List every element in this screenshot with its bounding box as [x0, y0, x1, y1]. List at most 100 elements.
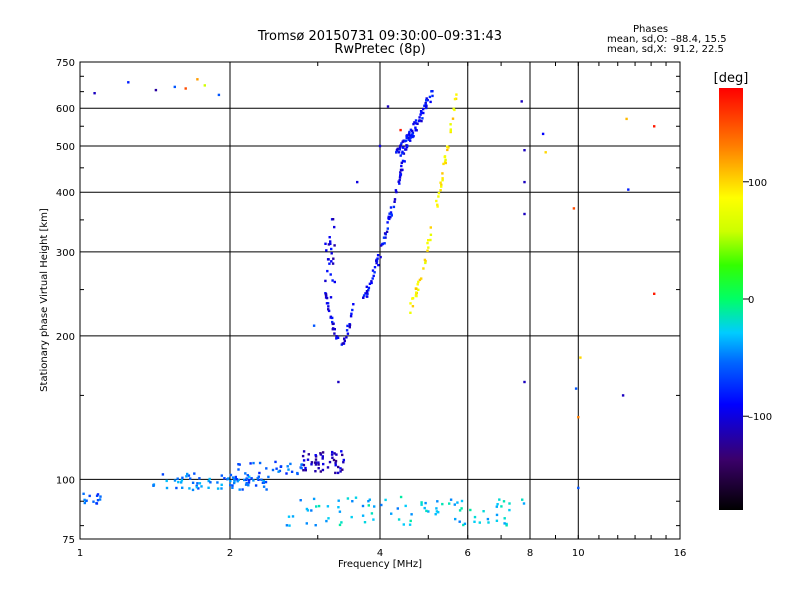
data-point [233, 478, 236, 481]
data-point [197, 487, 200, 490]
data-point [96, 493, 100, 496]
data-point [220, 474, 223, 477]
data-point [331, 262, 335, 265]
data-point [503, 522, 506, 525]
data-point [397, 180, 400, 183]
data-point [96, 499, 100, 502]
data-point [412, 122, 415, 126]
data-point [191, 488, 195, 492]
data-point [299, 499, 302, 502]
data-point [453, 97, 457, 101]
data-point [324, 242, 327, 245]
data-point [394, 189, 398, 192]
grid-lines [80, 62, 680, 539]
data-point [544, 151, 547, 154]
data-point [367, 500, 370, 503]
data-point [523, 180, 526, 184]
data-point [409, 136, 412, 139]
data-point [404, 148, 407, 151]
data-point [425, 509, 428, 513]
data-point [458, 509, 462, 512]
chart-title-line1: Tromsø 20150731 09:30:00–09:31:43 [257, 29, 503, 44]
data-point [173, 479, 177, 482]
data-point [429, 233, 433, 236]
data-point [260, 478, 263, 481]
data-point [401, 152, 404, 155]
data-point [436, 205, 439, 208]
data-point [83, 498, 86, 502]
data-point [325, 296, 329, 300]
data-point [334, 461, 337, 465]
data-point [387, 217, 390, 220]
data-point [431, 90, 434, 93]
x-tick-label: 10 [572, 548, 585, 559]
data-point [244, 483, 248, 486]
data-point [220, 483, 223, 486]
data-point [361, 504, 365, 508]
data-point [310, 463, 313, 466]
data-point [419, 113, 422, 116]
data-point [449, 130, 452, 133]
y-axis-label: Stationary phase Virtual Height [km] [39, 208, 50, 392]
data-point [376, 254, 380, 257]
data-point [339, 470, 342, 473]
data-point [333, 328, 336, 331]
data-point [389, 211, 393, 214]
y-tick-label: 300 [56, 248, 75, 259]
data-point [95, 494, 99, 497]
data-point [406, 136, 410, 140]
data-point [508, 508, 511, 512]
data-point [249, 462, 252, 465]
data-point [277, 470, 280, 473]
data-point [302, 469, 305, 472]
data-point [341, 468, 344, 471]
data-point [185, 475, 188, 478]
data-point [414, 294, 418, 297]
data-point [368, 498, 371, 501]
data-point [331, 450, 334, 454]
data-point [350, 515, 353, 519]
data-point [395, 190, 398, 194]
data-point [386, 105, 390, 108]
data-point [371, 269, 375, 272]
data-point [390, 214, 393, 217]
data-point [411, 135, 414, 139]
data-point [256, 477, 259, 480]
data-point [331, 322, 334, 326]
data-point [348, 326, 351, 329]
data-point [302, 459, 306, 462]
colorbar-tick-label: –100 [748, 412, 772, 423]
data-point [439, 189, 442, 192]
data-point [302, 450, 306, 453]
data-point [234, 475, 237, 479]
data-point [258, 471, 261, 475]
data-point [420, 119, 423, 123]
data-point [425, 99, 428, 102]
data-point [350, 312, 353, 315]
data-point [463, 522, 467, 525]
data-point [95, 502, 99, 505]
data-point [577, 416, 580, 419]
data-point [386, 221, 389, 224]
data-point [398, 148, 401, 151]
data-point [324, 279, 327, 283]
data-point [325, 302, 329, 305]
data-point [389, 206, 393, 209]
data-point [441, 177, 444, 180]
data-point [401, 150, 404, 153]
data-point [187, 474, 191, 477]
data-point [186, 472, 189, 476]
data-point [327, 243, 331, 246]
data-point [340, 521, 343, 524]
data-point [441, 172, 444, 175]
data-point [209, 481, 212, 484]
data-point [333, 244, 336, 247]
data-point [337, 465, 340, 469]
phase-colorbar [719, 88, 743, 510]
data-point [203, 84, 206, 87]
data-point [300, 463, 303, 466]
data-point [370, 280, 373, 283]
data-point [364, 292, 367, 295]
data-point [579, 356, 582, 359]
data-point [409, 128, 413, 131]
